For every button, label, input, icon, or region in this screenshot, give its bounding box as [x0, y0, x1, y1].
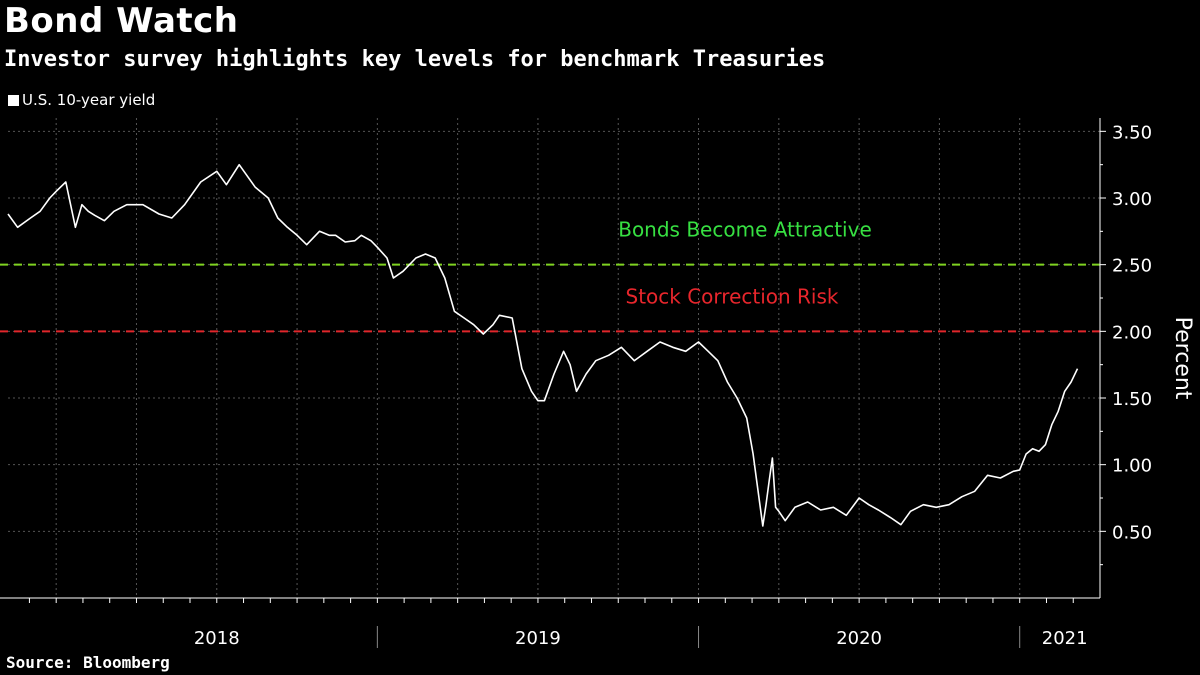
x-year-label: 2020 [836, 628, 882, 649]
chart-title: Bond Watch [4, 1, 239, 41]
reference-annotation: Stock Correction Risk [626, 284, 839, 308]
y-tick-label: 1.50 [1112, 389, 1152, 410]
y-tick-label: 2.50 [1112, 256, 1152, 277]
y-tick-label: 2.00 [1112, 322, 1152, 343]
legend-label: U.S. 10-year yield [22, 91, 156, 109]
reference-annotation: Bonds Become Attractive [618, 218, 872, 242]
y-tick-label: 3.00 [1112, 189, 1152, 210]
x-year-label: 2018 [194, 628, 240, 649]
series-line-group [7, 163, 1079, 527]
source-note: Source: Bloomberg [6, 653, 170, 672]
reference-lines: Bonds Become Attractive Stock Correction … [0, 218, 1100, 333]
grid [8, 118, 1100, 598]
series-line [7, 163, 1079, 527]
x-year-label: 2021 [1042, 628, 1088, 649]
y-axis-title: Percent [1170, 317, 1195, 400]
chart-subtitle: Investor survey highlights key levels fo… [4, 47, 826, 72]
axes: 0.50 1.00 1.50 2.00 2.50 3.00 3.50 2018 2019 2020… [0, 118, 1195, 649]
y-tick-label: 0.50 [1112, 522, 1152, 543]
legend-swatch [8, 94, 19, 106]
y-tick-label: 1.00 [1112, 456, 1152, 477]
legend: U.S. 10-year yield [8, 90, 155, 110]
y-tick-label: 3.50 [1112, 122, 1152, 143]
x-year-label: 2019 [515, 628, 561, 649]
